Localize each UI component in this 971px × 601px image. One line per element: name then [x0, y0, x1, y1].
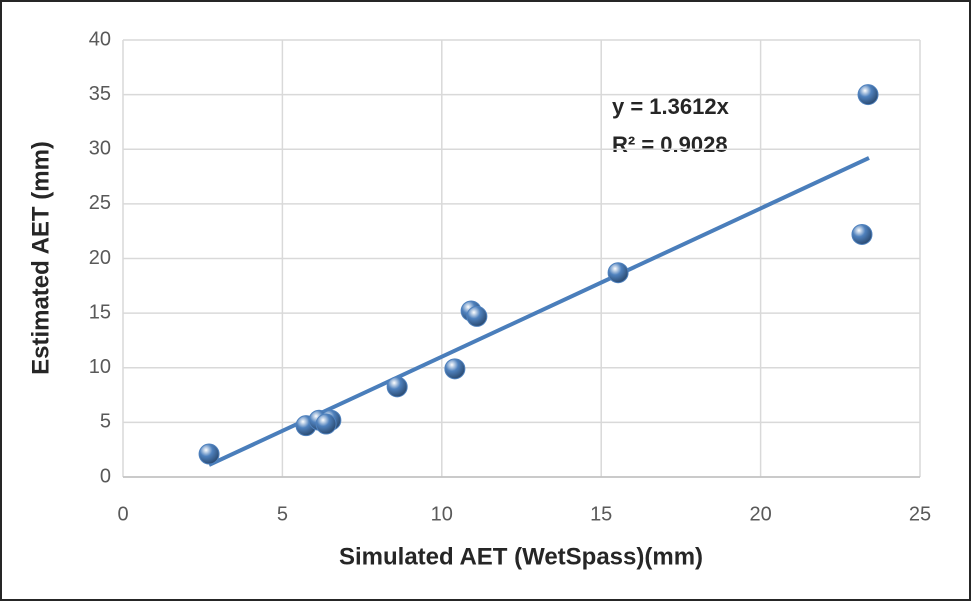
y-tick-label: 15: [89, 301, 111, 323]
point: [198, 443, 220, 465]
x-tick-label: 5: [277, 503, 288, 525]
point: [851, 223, 873, 245]
y-tick-label: 5: [100, 411, 111, 433]
point: [444, 358, 466, 380]
x-tick-label: 0: [117, 503, 128, 525]
point: [607, 262, 629, 284]
x-axis-title: Simulated AET (WetSpass)(mm): [339, 543, 703, 570]
y-tick-label: 30: [89, 138, 111, 160]
point: [466, 305, 488, 327]
point: [386, 376, 408, 398]
r-squared: R² = 0.9028: [612, 132, 728, 157]
x-tick-label: 25: [909, 503, 931, 525]
x-tick-label: 20: [749, 503, 771, 525]
x-tick-label: 10: [431, 503, 453, 525]
y-tick-label: 20: [89, 247, 111, 269]
point: [315, 413, 337, 435]
y-tick-label: 35: [89, 83, 111, 105]
y-tick-label: 25: [89, 192, 111, 214]
y-tick-label: 10: [89, 356, 111, 378]
y-tick-label: 40: [89, 28, 111, 50]
point: [857, 84, 879, 106]
equation: y = 1.3612x: [612, 94, 730, 119]
y-tick-label: 0: [100, 465, 111, 487]
x-tick-label: 15: [590, 503, 612, 525]
y-axis-title: Estimated AET (mm): [27, 141, 54, 375]
